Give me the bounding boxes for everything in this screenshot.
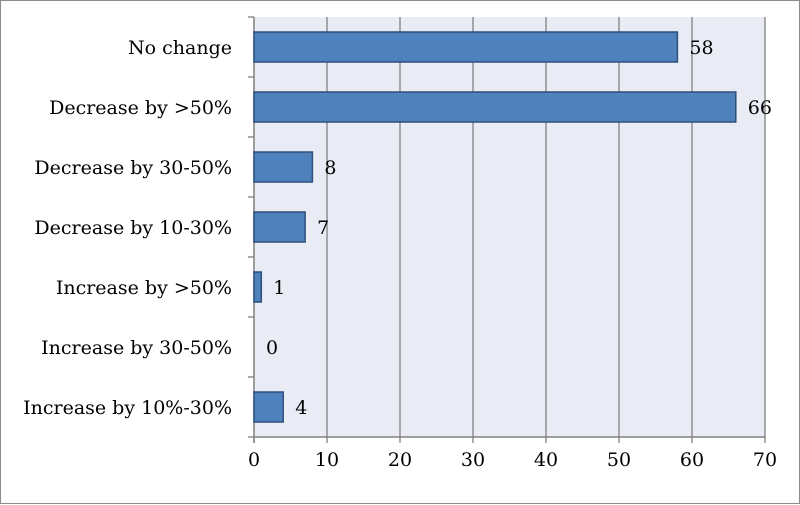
x-tick-label: 20	[388, 449, 412, 471]
x-tick-label: 30	[461, 449, 485, 471]
bar	[253, 391, 284, 423]
data-label: 4	[295, 397, 307, 419]
bar	[253, 91, 737, 123]
data-label: 8	[324, 157, 336, 179]
data-label: 0	[266, 337, 278, 359]
category-label: Increase by >50%	[56, 277, 232, 299]
bar	[253, 211, 306, 243]
category-label: Decrease by 10-30%	[34, 217, 232, 239]
bar	[253, 31, 679, 63]
x-tick-label: 50	[607, 449, 631, 471]
bar	[253, 151, 314, 183]
data-label: 66	[748, 97, 772, 119]
data-label: 7	[317, 217, 329, 239]
bar	[253, 271, 263, 303]
category-label: No change	[128, 37, 232, 59]
x-tick-label: 40	[534, 449, 558, 471]
category-label: Increase by 10%-30%	[23, 397, 232, 419]
data-label: 58	[689, 37, 713, 59]
category-label: Increase by 30-50%	[41, 337, 232, 359]
x-tick-label: 70	[753, 449, 777, 471]
x-tick-label: 10	[315, 449, 339, 471]
plot-area	[254, 17, 765, 437]
category-label: Decrease by 30-50%	[34, 157, 232, 179]
data-label: 1	[273, 277, 285, 299]
x-tick-label: 0	[248, 449, 260, 471]
category-label: Decrease by >50%	[49, 97, 232, 119]
x-tick-label: 60	[680, 449, 704, 471]
